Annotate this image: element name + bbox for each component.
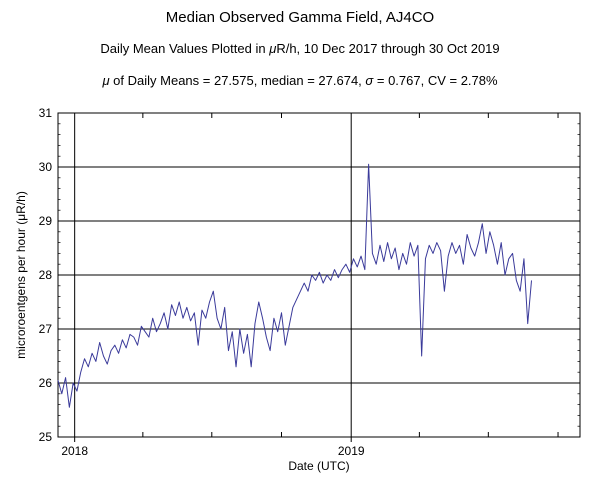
y-tick-label: 25	[39, 430, 53, 444]
stats-mu-symbol: μ	[102, 73, 110, 88]
y-tick-label: 29	[39, 214, 53, 228]
y-tick-label: 28	[39, 268, 53, 282]
tick-labels: 25 26 27 28 29 30 31 2018 2019	[39, 106, 365, 458]
series-group	[57, 163, 533, 408]
ticks	[58, 112, 580, 442]
subtitle-suffix: R/h, 10 Dec 2017 through 30 Oct 2019	[276, 41, 500, 56]
y-tick-label: 26	[39, 376, 53, 390]
subtitle-mu-symbol: μ	[269, 41, 277, 56]
subtitle-prefix: Daily Mean Values Plotted in	[100, 41, 270, 56]
stats-part2: = 0.767, CV = 2.78%	[373, 73, 498, 88]
stats-part1: of Daily Means = 27.575, median = 27.674…	[109, 73, 366, 88]
series-line-0	[57, 163, 533, 408]
chart-title: Median Observed Gamma Field, AJ4CO	[165, 9, 435, 26]
y-tick-label: 31	[39, 106, 53, 120]
x-tick-label: 2018	[61, 444, 88, 458]
grid	[58, 113, 580, 437]
stats-sigma-symbol: σ	[365, 73, 374, 88]
y-axis-label: microroentgens per hour (μR/h)	[14, 191, 28, 359]
chart-statistics: μ of Daily Means = 27.575, median = 27.6…	[0, 73, 600, 88]
y-tick-label: 30	[39, 160, 53, 174]
y-tick-label: 27	[39, 322, 53, 336]
x-axis-label: Date (UTC)	[288, 459, 349, 473]
chart-subtitle: Daily Mean Values Plotted in μR/h, 10 De…	[0, 41, 600, 56]
x-tick-label: 2019	[338, 444, 365, 458]
